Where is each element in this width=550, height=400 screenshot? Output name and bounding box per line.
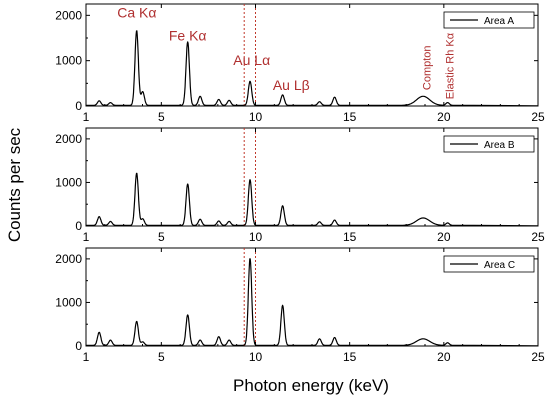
x-tick-label: 20 <box>437 110 451 124</box>
x-tick-label: 10 <box>249 350 263 364</box>
legend-label: Area C <box>484 260 515 271</box>
x-tick-label: 10 <box>249 230 263 244</box>
x-tick-label: 25 <box>531 110 545 124</box>
x-tick-label: 10 <box>249 110 263 124</box>
x-tick-label: 5 <box>158 350 165 364</box>
spectrum-line <box>85 258 539 347</box>
x-tick-label: 25 <box>531 350 545 364</box>
y-tick-label: 2000 <box>55 132 82 146</box>
legend-box <box>443 135 535 153</box>
y-tick-label: 2000 <box>55 252 82 266</box>
x-tick-label: 1 <box>83 350 90 364</box>
y-tick-label: 1000 <box>55 54 82 68</box>
x-tick-label: 5 <box>158 230 165 244</box>
peak-annotation: Elastic Rh Kα <box>444 32 456 99</box>
y-axis-title: Counts per sec <box>5 127 24 242</box>
y-tick-label: 1000 <box>55 295 82 309</box>
y-tick-label: 0 <box>75 339 82 353</box>
spectrum-line <box>85 30 539 107</box>
spectrum-line <box>85 172 539 227</box>
peak-annotation: Ca Kα <box>117 5 156 21</box>
peak-annotation: Au Lβ <box>273 77 310 93</box>
x-axis-title: Photon energy (keV) <box>233 376 389 395</box>
peak-annotation: Compton <box>422 45 434 90</box>
x-tick-label: 20 <box>437 230 451 244</box>
x-tick-label: 15 <box>343 230 357 244</box>
legend-label: Area B <box>484 140 515 151</box>
x-tick-label: 1 <box>83 110 90 124</box>
legend-box <box>443 255 535 273</box>
legend-box <box>443 11 535 29</box>
x-tick-label: 5 <box>158 110 165 124</box>
x-tick-label: 25 <box>531 230 545 244</box>
x-tick-label: 1 <box>83 230 90 244</box>
y-tick-label: 1000 <box>55 175 82 189</box>
legend-label: Area A <box>484 16 514 27</box>
y-tick-label: 2000 <box>55 8 82 22</box>
peak-annotation: Fe Kα <box>169 27 207 43</box>
x-tick-label: 15 <box>343 350 357 364</box>
x-tick-label: 15 <box>343 110 357 124</box>
x-tick-label: 20 <box>437 350 451 364</box>
y-tick-label: 0 <box>75 99 82 113</box>
y-tick-label: 0 <box>75 219 82 233</box>
peak-annotation: Au Lα <box>233 52 270 68</box>
